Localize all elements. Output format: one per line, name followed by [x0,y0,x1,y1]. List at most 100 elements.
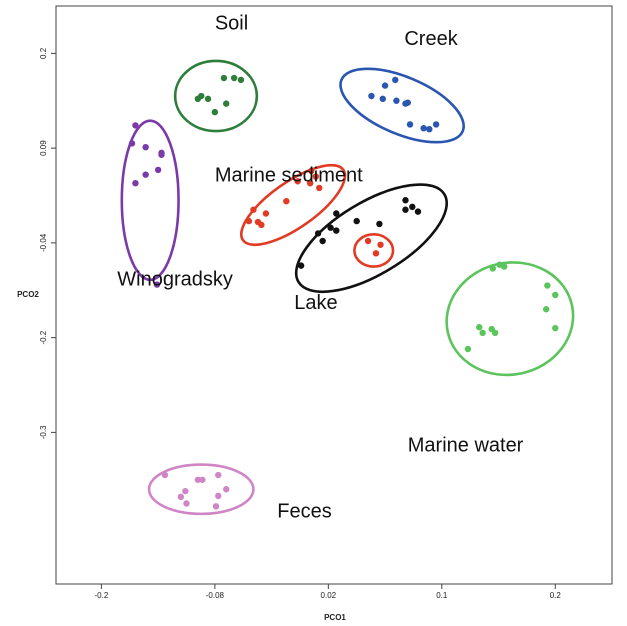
feces-point [177,493,185,501]
winogradsky-point [154,166,162,174]
soil-point [211,108,219,116]
feces-point [215,492,222,500]
group-labels: Soil Creek Winogradsky Marine sediment Lake M… [117,13,523,523]
winogradsky-point [132,179,139,187]
x-tick-label: 0.02 [321,591,337,600]
lake-red-point [364,237,372,245]
creek-point [432,121,440,128]
lake-point [297,262,305,269]
lake-point [333,227,340,234]
marine-water-point [542,306,550,313]
y-tick-label: 0.2 [39,47,48,59]
soil-point [237,76,245,84]
marine-water-point [489,265,497,272]
y-axis-ticks: 0.2 0.09 -0.04 -0.2 -0.3 [39,47,56,439]
lake-red-ellipse [353,233,395,268]
winogradsky-point [132,122,139,129]
lake-point [353,217,360,225]
x-axis-ticks: -0.2 -0.08 0.02 0.1 0.2 [94,584,561,600]
lake-point [376,220,383,228]
marine-sediment-point [258,221,265,229]
feces-point [182,487,189,495]
soil-label: Soil [215,13,248,35]
marine-water-point [544,282,551,289]
lake-red-point [377,241,384,248]
marine-sediment-point [308,167,315,175]
marine-sediment-point [250,206,257,213]
marine-water-label: Marine water [408,434,524,456]
lake-point [409,203,416,211]
lake-point [319,237,326,245]
winogradsky-point [142,171,149,178]
winogradsky-ellipse [120,119,180,282]
marine-water-point [496,261,503,268]
winogradsky-point [158,149,165,157]
creek-ellipse [339,67,465,144]
plot-frame [55,5,613,585]
feces-point [199,476,206,483]
feces-point [194,476,202,483]
marine-sediment-point [294,178,301,185]
marine-sediment-point [316,184,323,192]
x-tick-label: -0.2 [94,591,108,600]
creek-point [426,125,433,133]
marine-sediment-point [312,173,320,180]
x-tick-label: 0.2 [550,591,562,600]
lake-point [402,206,409,213]
lake-red-point [372,250,380,257]
soil-point [223,100,230,107]
lake-ellipse [294,183,449,294]
soil-point [220,74,228,82]
marine-water-point [491,329,499,337]
feces-point [223,486,230,493]
marine-sediment-point [245,217,253,225]
creek-point [420,125,427,132]
soil-ellipse [173,59,259,133]
feces-point [212,503,220,510]
marine-sediment-point [262,210,270,217]
lake-point [414,208,422,215]
creek-point [379,95,386,103]
feces-ellipse [147,463,255,516]
feces-point [215,471,222,479]
winogradsky-point [153,281,161,288]
feces-point [161,471,169,479]
y-tick-label: 0.09 [39,140,48,156]
lake-point [333,210,340,217]
y-tick-label: -0.04 [39,233,48,252]
feces-point [183,500,190,507]
marine-water-point [552,291,559,299]
soil-point [204,95,212,103]
creek-point [393,97,400,104]
group-ellipses [120,59,575,516]
winogradsky-point [142,143,149,151]
marine-water-point [552,324,559,332]
data-points [128,74,559,510]
marine-water-point [479,329,486,337]
y-tick-label: -0.2 [39,330,48,344]
soil-point [194,95,202,103]
marine-sediment-point [283,197,290,205]
lake-point [327,224,334,231]
marine-water-point [476,324,483,331]
x-tick-label: -0.08 [206,591,225,600]
creek-point [402,100,409,107]
marine-water-point [464,345,472,353]
creek-point [381,82,389,89]
y-tick-label: -0.3 [39,425,48,439]
winogradsky-point [128,140,136,147]
marine-water-ellipse [445,261,575,377]
creek-point [406,121,414,128]
winogradsky-label: Winogradsky [117,269,233,291]
x-tick-label: 0.1 [436,591,448,600]
marine-sediment-label: Marine sediment [215,164,363,186]
x-axis-title: PCO1 [324,613,346,622]
lake-point [402,197,409,204]
y-axis-title: PCO2 [17,290,39,299]
creek-point [392,76,399,84]
marine-sediment-ellipse [239,163,347,247]
lake-label: Lake [294,292,337,314]
lake-point [314,230,322,237]
soil-point [230,74,238,82]
